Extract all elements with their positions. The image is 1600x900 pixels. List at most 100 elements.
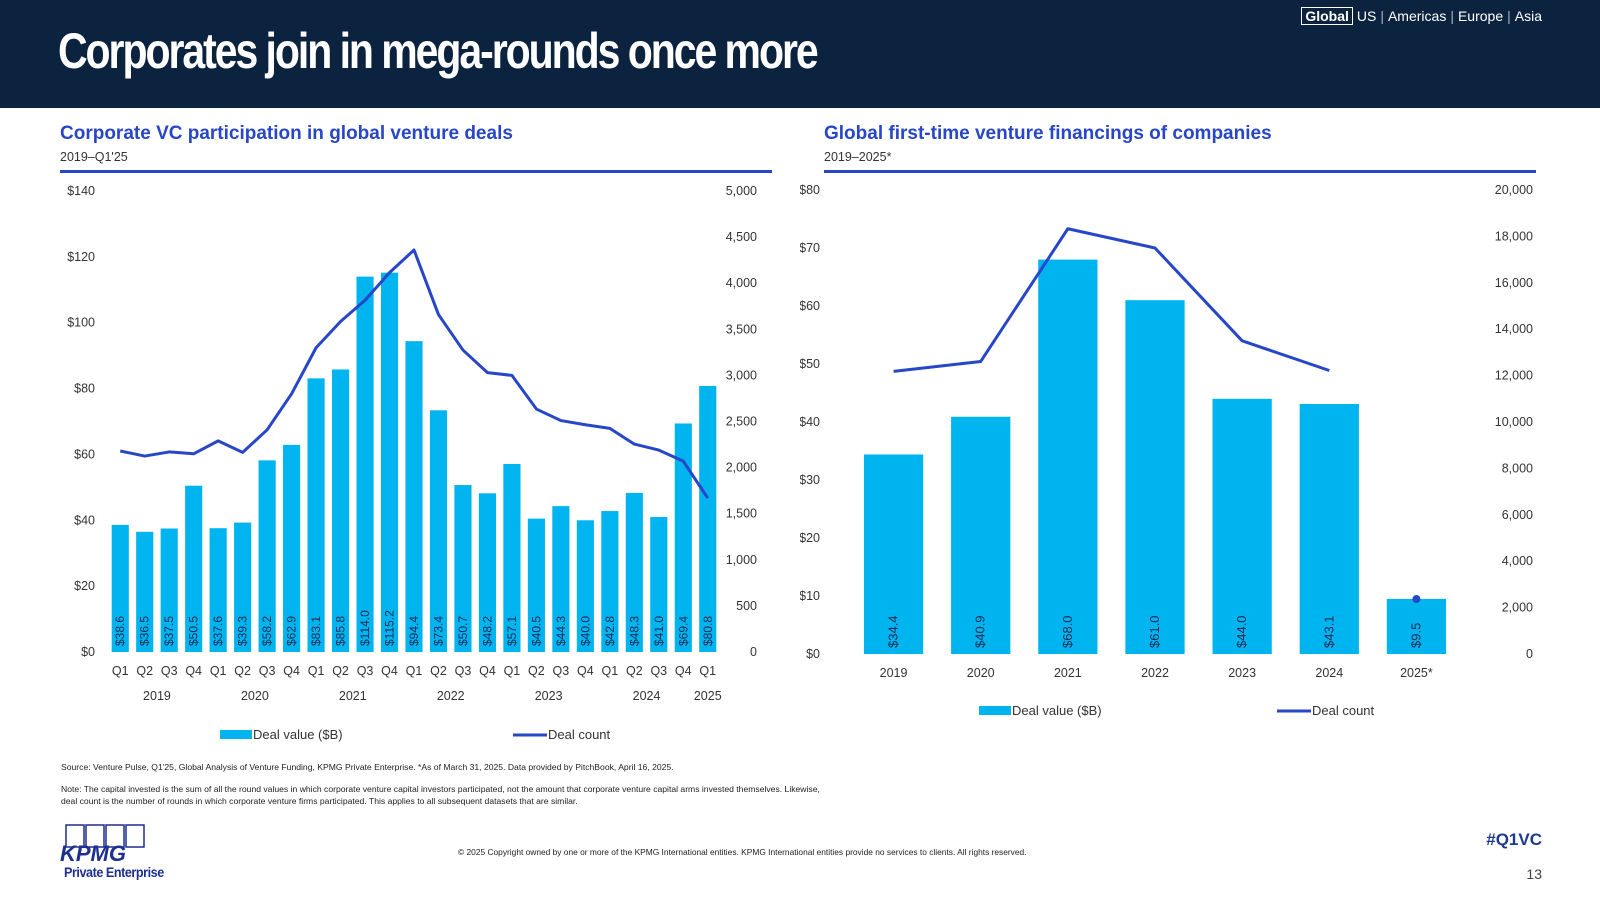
x-year-group-label: 2020 — [241, 689, 269, 703]
bar-value-label: $40.0 — [578, 616, 592, 646]
x-tick-label: Q3 — [650, 664, 667, 678]
y-right-tick-label: 6,000 — [1502, 508, 1533, 522]
y-left-tick-label: $20 — [74, 579, 95, 593]
x-tick-label: Q4 — [577, 664, 594, 678]
legend-swatch-bar — [979, 706, 1011, 715]
x-tick-label: Q3 — [357, 664, 374, 678]
header-bar: Corporates join in mega-rounds once more… — [0, 0, 1600, 108]
x-year-group-label: 2019 — [143, 689, 171, 703]
chart-first-time-financings: $0 $10 $20 $30 $40 $50 $60 $70 $80 0 2,000 4,000 6,0… — [800, 183, 1533, 718]
bar-deal-value — [951, 416, 1011, 654]
bar-deal-value — [209, 528, 227, 652]
region-asia[interactable]: Asia — [1514, 8, 1542, 24]
separator: | — [1380, 8, 1384, 24]
bar-deal-value — [478, 493, 497, 652]
x-tick-label: 2020 — [967, 666, 995, 680]
x-tick-label: Q4 — [185, 664, 202, 678]
bar-value-label: $38.6 — [113, 616, 127, 646]
x-tick-label: Q1 — [406, 664, 423, 678]
logo-subtitle: Private Enterprise — [64, 864, 164, 880]
page-title: Corporates join in mega-rounds once more — [58, 23, 819, 79]
y-right-tick-label: 3,000 — [726, 368, 757, 382]
y-left-tick-label: $120 — [67, 250, 95, 264]
y-left-tick-label: $40 — [74, 513, 95, 527]
x-year-group-label: 2024 — [633, 689, 661, 703]
chart2-divider — [824, 170, 1536, 173]
bar-value-label: $85.8 — [334, 616, 348, 646]
y-right-tick-label: 3,500 — [726, 322, 757, 336]
y-left-tick-label: $100 — [67, 316, 95, 330]
bar-deal-value — [1212, 398, 1272, 654]
bar-value-label: $69.4 — [676, 616, 690, 646]
y-right-tick-label: 18,000 — [1495, 229, 1533, 243]
legend-label: Deal count — [1312, 703, 1375, 718]
bar-value-label: $68.0 — [1060, 615, 1075, 648]
methodology-note: Note: The capital invested is the sum of… — [61, 784, 820, 806]
bar-deal-value — [185, 485, 203, 652]
bar-value-label: $44.0 — [1234, 615, 1249, 648]
line-deal-count — [893, 227, 1330, 373]
y-right-tick-label: 4,500 — [726, 230, 757, 244]
x-tick-label: Q2 — [430, 664, 447, 678]
region-us[interactable]: US — [1356, 8, 1377, 24]
chart-corporate-vc: $0 $20 $40 $60 $80 $100 $120 $140 0 500 1,000 1,500… — [67, 184, 757, 742]
bar-deal-value — [283, 444, 301, 652]
bar-deal-value — [160, 528, 178, 652]
bar-deal-value — [380, 272, 399, 652]
x-tick-label: Q1 — [308, 664, 325, 678]
x-tick-label: 2019 — [880, 666, 908, 680]
bar-deal-value — [503, 463, 521, 652]
x-tick-label: 2024 — [1315, 666, 1343, 680]
region-europe[interactable]: Europe — [1457, 8, 1504, 24]
y-left-tick-label: $30 — [800, 473, 820, 487]
y-right-tick-label: 500 — [736, 599, 757, 613]
y-right-tick-label: 4,000 — [726, 276, 757, 290]
bar-deal-value — [111, 524, 129, 652]
bar-value-label: $61.0 — [1147, 615, 1162, 648]
x-tick-label: 2022 — [1141, 666, 1169, 680]
chart2-subtitle: 2019–2025* — [824, 150, 892, 164]
y-right-tick-label: 4,000 — [1502, 554, 1533, 568]
bar-deal-value — [1386, 598, 1447, 654]
bar-value-label: $50.5 — [187, 616, 201, 646]
kpmg-logo-icon: KPMG — [60, 824, 145, 866]
x-tick-label: 2021 — [1054, 666, 1082, 680]
y-right-tick-label: 12,000 — [1495, 369, 1533, 383]
x-tick-label: Q1 — [699, 664, 716, 678]
bar-value-label: $43.1 — [1321, 615, 1336, 648]
region-nav: Global US | Americas | Europe | Asia — [1301, 7, 1542, 25]
line-deal-count — [119, 248, 710, 499]
y-right-tick-label: 1,500 — [726, 507, 757, 521]
bar-deal-value — [1125, 300, 1185, 654]
separator: | — [1450, 8, 1454, 24]
x-year-group-label: 2022 — [437, 689, 465, 703]
x-tick-label: Q4 — [675, 664, 692, 678]
bar-deal-value — [601, 511, 619, 652]
region-global[interactable]: Global — [1301, 7, 1353, 25]
bar-value-label: $57.1 — [505, 616, 519, 646]
bar-value-label: $94.4 — [407, 616, 421, 646]
x-tick-label: 2023 — [1228, 666, 1256, 680]
y-left-tick-label: $70 — [800, 241, 820, 255]
region-americas[interactable]: Americas — [1387, 8, 1447, 24]
bar-value-label: $44.3 — [554, 616, 568, 646]
y-right-tick-label: 14,000 — [1495, 322, 1533, 336]
copyright: © 2025 Copyright owned by one or more of… — [458, 847, 1027, 857]
y-left-tick-label: $50 — [800, 357, 820, 371]
y-left-tick-label: $0 — [81, 645, 95, 659]
y-right-tick-label: 1,000 — [726, 553, 757, 567]
y-right-tick-label: 2,000 — [1502, 601, 1533, 615]
y-right-tick-label: 5,000 — [726, 184, 757, 198]
source-note: Source: Venture Pulse, Q1'25, Global Ana… — [61, 762, 674, 772]
bar-deal-value — [527, 518, 545, 652]
y-left-tick-label: $0 — [806, 647, 820, 661]
x-tick-label: Q3 — [553, 664, 570, 678]
bar-deal-value — [136, 531, 154, 652]
bar-deal-value — [1038, 259, 1098, 654]
bar-deal-value — [552, 506, 570, 652]
bar-value-label: $115.2 — [383, 610, 397, 646]
kpmg-logo: KPMG Private Enterprise — [60, 824, 164, 880]
bar-value-label: $114.0 — [358, 610, 372, 646]
bar-deal-value — [405, 341, 423, 652]
bar-value-label: $40.9 — [973, 615, 988, 648]
